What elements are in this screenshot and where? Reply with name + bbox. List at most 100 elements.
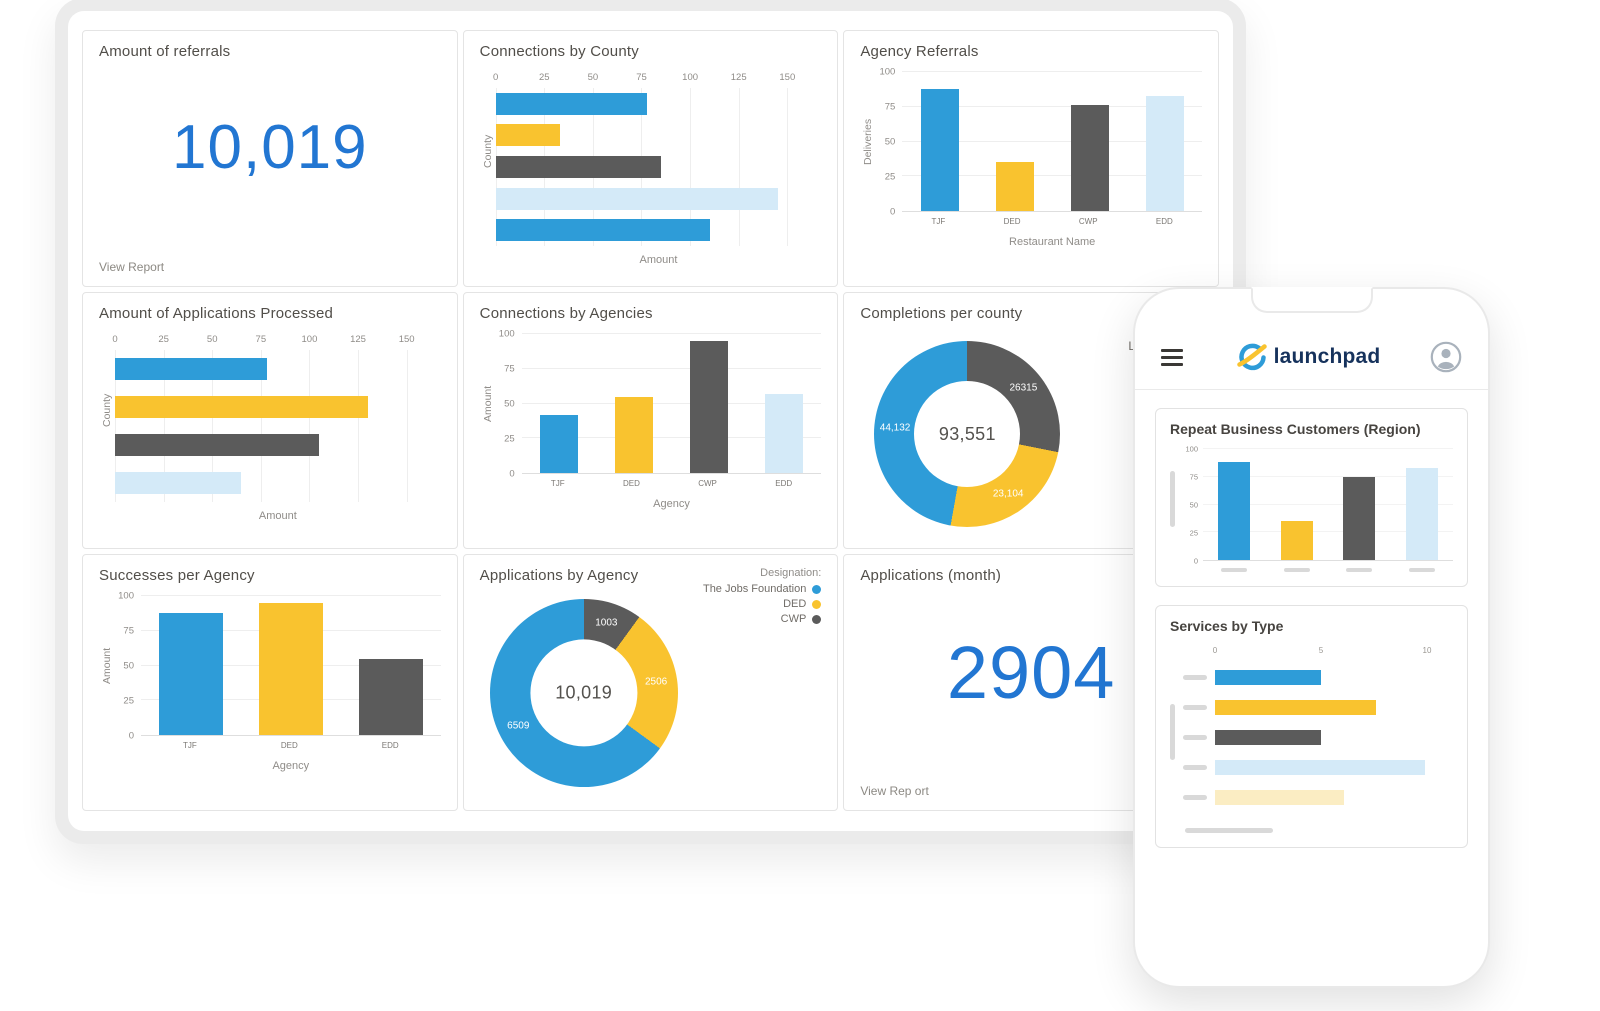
bars [495, 88, 822, 246]
tick-label: 150 [779, 72, 796, 83]
phone-card-services-by-type: Services by Type 0 5 10 [1155, 605, 1468, 848]
donut-total: 93,551 [938, 423, 996, 444]
metric-value: 2904 [946, 631, 1116, 714]
y-axis-ticks: 0 25 50 75 100 [115, 591, 141, 742]
menu-bar [1161, 355, 1183, 359]
gridline [115, 350, 116, 502]
bar-track [495, 124, 788, 147]
menu-icon[interactable] [1161, 341, 1183, 374]
applications-by-agency-donut-chart: 10,019 1003 2506 6509 [489, 599, 678, 787]
connections-by-county-chart: County 0 25 50 75 100 125 150 Amount [480, 72, 822, 266]
bar-row [495, 219, 822, 242]
category-placeholder [1183, 734, 1207, 740]
header-divider [1135, 389, 1488, 390]
category-labels: TJF DED CWP EDD [902, 217, 1202, 226]
category-placeholder [1283, 568, 1310, 572]
bar-blue [1218, 462, 1251, 560]
view-report-link[interactable]: View Report [99, 260, 165, 274]
user-avatar-icon[interactable] [1430, 341, 1462, 373]
gridline [521, 402, 822, 404]
category-label: TJF [550, 479, 565, 488]
gridline [358, 350, 360, 502]
ylabel-placeholder [1170, 470, 1175, 527]
legend-dot [812, 584, 822, 594]
view-report-link[interactable]: View Rep ort [860, 784, 929, 798]
slice-label: 2506 [644, 676, 668, 688]
bar-light_blue [495, 187, 778, 210]
category-placeholder [1183, 704, 1207, 710]
bar-track [495, 219, 788, 242]
bar-blue [495, 219, 710, 242]
card-applications-by-agency: Applications by Agency Designation: The J… [462, 554, 839, 811]
hbar-body: 0 25 50 75 100 125 150 Amount [493, 72, 822, 266]
plot-row: 0 25 50 75 100 [1183, 445, 1453, 566]
legend-label: CWP [780, 613, 807, 625]
hbar-chart: 0 5 10 [1170, 646, 1453, 835]
tick-label: 100 [682, 72, 699, 83]
phone-card-title: Repeat Business Customers (Region) [1170, 421, 1421, 437]
bar-row [1183, 669, 1453, 685]
bar-track [495, 92, 788, 115]
plot-row: 0 25 50 75 100 [496, 329, 822, 480]
gridline [521, 367, 822, 369]
bar-row [495, 92, 822, 115]
tick-label: 100 [498, 328, 515, 340]
gridline [1203, 475, 1453, 477]
x-axis-ticks: 0 25 50 75 100 125 150 [112, 334, 414, 350]
legend-item: CWP [703, 613, 822, 625]
tick-label: 100 [1185, 444, 1198, 454]
donut-total: 10,019 [555, 682, 613, 703]
phone-card-repeat-business: Repeat Business Customers (Region) 0 25 50… [1155, 408, 1468, 587]
menu-bar [1161, 348, 1183, 352]
bar-track [115, 434, 407, 456]
tick-label: 50 [123, 660, 134, 672]
plot-area [115, 350, 441, 502]
plot-row: 0 25 50 75 100 [115, 591, 441, 742]
successes-per-agency-chart: Amount 0 25 50 75 100 TJF DED EDD Agency [99, 591, 441, 772]
phone-notch [1250, 287, 1373, 313]
card-title: Completions per county [860, 305, 1023, 322]
bar-light_yellow [1215, 789, 1345, 805]
card-title: Amount of Applications Processed [99, 305, 334, 322]
x-axis-ticks: 0 5 10 [1213, 646, 1432, 662]
plot-row: 0 25 50 75 100 [876, 67, 1202, 218]
x-axis-label: Restaurant Name [1009, 236, 1096, 248]
y-axis-label: Amount [481, 385, 494, 423]
bar-row [495, 187, 822, 210]
card-title: Connections by Agencies [479, 305, 653, 322]
tick-label: 25 [538, 72, 550, 83]
gridline [521, 333, 822, 334]
gridline [260, 350, 262, 502]
tick-label: 50 [504, 398, 515, 410]
category-placeholder [1183, 794, 1207, 800]
bars [1183, 662, 1453, 812]
tick-label: 50 [884, 136, 896, 148]
services-by-type-chart: 0 5 10 [1170, 646, 1453, 835]
bar-row [115, 358, 441, 380]
tick-label: 75 [1189, 472, 1198, 482]
bar-DED [258, 602, 323, 735]
slice-label: 44,132 [879, 422, 911, 434]
vbar-chart: Deliveries 0 25 50 75 100 TJF DED CWP EDD Restaura… [860, 67, 1202, 248]
tick-label: 75 [123, 625, 134, 637]
bars [141, 596, 441, 735]
legend-dot [812, 599, 822, 609]
plot-area [141, 595, 441, 736]
gridline [1203, 503, 1453, 505]
tick-label: 50 [1189, 500, 1198, 510]
hbar-body: 0 5 10 [1183, 646, 1453, 835]
legend-item: The Jobs Foundation [703, 583, 822, 595]
category-label: DED [280, 741, 298, 750]
plot-area [1203, 448, 1453, 561]
slice-label: 1003 [595, 617, 618, 629]
gridline [406, 350, 408, 502]
designation-legend: Designation: The Jobs Foundation DED CWP [703, 567, 822, 625]
grid [115, 350, 408, 502]
ylabel-placeholder [1170, 704, 1175, 760]
vbar-body: 0 25 50 75 100 [1183, 445, 1453, 574]
gridline [212, 350, 214, 502]
bar-track [1215, 759, 1427, 775]
completions-donut-chart: 93,551 26315 23,104 44,132 [874, 341, 1061, 527]
hbar-chart: County 0 25 50 75 100 125 150 Amount [480, 72, 822, 266]
y-axis-label: County [101, 393, 113, 427]
